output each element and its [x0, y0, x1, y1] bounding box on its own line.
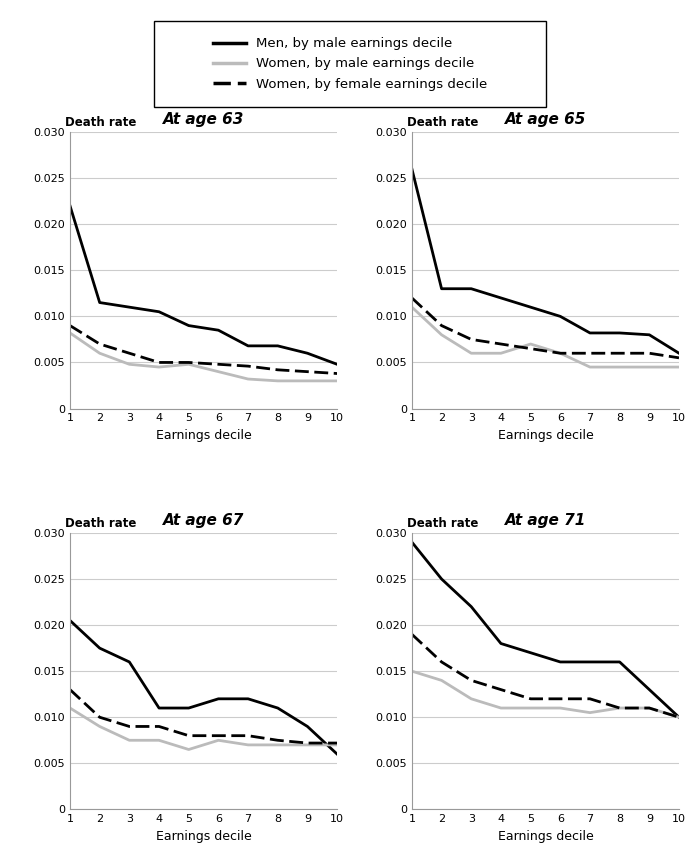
X-axis label: Earnings decile: Earnings decile — [498, 830, 594, 843]
Text: Death rate: Death rate — [407, 517, 478, 530]
Text: Death rate: Death rate — [407, 116, 478, 130]
Text: Death rate: Death rate — [64, 517, 136, 530]
X-axis label: Earnings decile: Earnings decile — [155, 830, 251, 843]
Text: Death rate: Death rate — [64, 116, 136, 130]
X-axis label: Earnings decile: Earnings decile — [498, 429, 594, 442]
Title: At age 67: At age 67 — [163, 513, 244, 527]
X-axis label: Earnings decile: Earnings decile — [155, 429, 251, 442]
Title: At age 63: At age 63 — [163, 112, 244, 127]
Legend: Men, by male earnings decile, Women, by male earnings decile, Women, by female e: Men, by male earnings decile, Women, by … — [206, 31, 494, 97]
Title: At age 65: At age 65 — [505, 112, 586, 127]
Title: At age 71: At age 71 — [505, 513, 586, 527]
